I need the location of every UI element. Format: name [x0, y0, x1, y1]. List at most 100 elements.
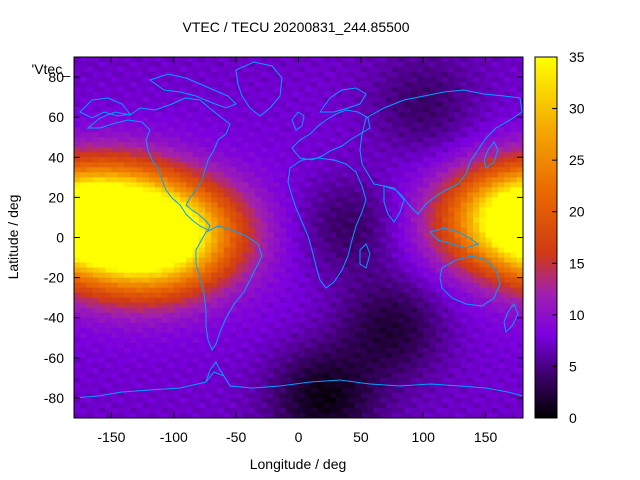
- heatmap-cell: [491, 72, 499, 78]
- heatmap-cell: [516, 137, 523, 143]
- heatmap-cell: [479, 117, 487, 123]
- heatmap-cell: [498, 282, 505, 289]
- heatmap-cell: [98, 182, 106, 188]
- heatmap-cell: [111, 92, 119, 98]
- heatmap-cell: [385, 317, 393, 324]
- heatmap-cell: [254, 387, 262, 394]
- heatmap-cell: [360, 132, 368, 138]
- heatmap-cell: [130, 247, 137, 254]
- heatmap-cell: [292, 167, 300, 173]
- heatmap-cell: [485, 347, 493, 354]
- heatmap-cell: [211, 82, 219, 88]
- heatmap-cell: [441, 242, 449, 249]
- heatmap-cell: [117, 327, 125, 334]
- heatmap-cell: [155, 267, 162, 274]
- heatmap-cell: [423, 82, 431, 88]
- heatmap-cell: [491, 372, 499, 379]
- heatmap-cell: [155, 72, 162, 78]
- heatmap-cell: [379, 117, 387, 123]
- heatmap-cell: [342, 177, 349, 183]
- heatmap-cell: [123, 202, 131, 209]
- heatmap-cell: [173, 297, 181, 304]
- heatmap-cell: [173, 272, 181, 279]
- heatmap-cell: [111, 187, 119, 193]
- heatmap-cell: [167, 122, 175, 128]
- heatmap-cell: [186, 122, 194, 128]
- heatmap-cell: [248, 367, 256, 374]
- heatmap-cell: [460, 272, 468, 279]
- heatmap-cell: [329, 347, 337, 354]
- heatmap-cell: [211, 162, 219, 168]
- heatmap-cell: [217, 187, 225, 193]
- heatmap-cell: [410, 122, 418, 128]
- heatmap-cell: [74, 392, 81, 399]
- heatmap-cell: [186, 207, 194, 214]
- heatmap-cell: [354, 212, 362, 219]
- heatmap-cell: [479, 262, 487, 269]
- heatmap-cell: [360, 297, 368, 304]
- heatmap-cell: [198, 342, 206, 349]
- heatmap-cell: [74, 367, 81, 374]
- heatmap-cell: [173, 357, 181, 364]
- heatmap-cell: [80, 232, 88, 239]
- heatmap-cell: [504, 162, 512, 168]
- heatmap-cell: [379, 132, 387, 138]
- heatmap-cell: [448, 337, 456, 344]
- heatmap-cell: [223, 302, 231, 309]
- heatmap-cell: [155, 147, 162, 153]
- heatmap-cell: [279, 392, 287, 399]
- heatmap-cell: [98, 252, 106, 259]
- heatmap-cell: [310, 312, 318, 319]
- heatmap-cell: [385, 62, 393, 68]
- heatmap-cell: [98, 97, 106, 103]
- heatmap-cell: [123, 392, 131, 399]
- heatmap-cell: [236, 72, 243, 78]
- heatmap-cell: [148, 337, 156, 344]
- heatmap-cell: [460, 117, 468, 123]
- heatmap-cell: [292, 222, 300, 229]
- heatmap-cell: [242, 312, 250, 319]
- heatmap-cell: [423, 312, 431, 319]
- heatmap-cell: [236, 67, 243, 73]
- heatmap-cell: [130, 347, 137, 354]
- heatmap-cell: [229, 242, 237, 249]
- heatmap-cell: [323, 217, 331, 224]
- heatmap-cell: [167, 342, 175, 349]
- heatmap-cell: [105, 82, 113, 88]
- heatmap-cell: [298, 117, 306, 123]
- heatmap-cell: [298, 107, 306, 113]
- heatmap-cell: [466, 172, 474, 178]
- heatmap-cell: [92, 357, 100, 364]
- heatmap-cell: [204, 197, 212, 203]
- heatmap-cell: [167, 107, 175, 113]
- heatmap-cell: [236, 177, 243, 183]
- heatmap-cell: [435, 57, 443, 63]
- heatmap-cell: [379, 137, 387, 143]
- heatmap-cell: [448, 182, 456, 188]
- heatmap-cell: [236, 382, 243, 389]
- heatmap-cell: [180, 267, 187, 274]
- heatmap-cell: [317, 357, 325, 364]
- heatmap-cell: [485, 112, 493, 118]
- heatmap-cell: [173, 82, 181, 88]
- heatmap-cell: [367, 182, 374, 188]
- heatmap-cell: [236, 322, 243, 329]
- heatmap-cell: [279, 292, 287, 299]
- heatmap-cell: [173, 397, 181, 404]
- heatmap-cell: [466, 347, 474, 354]
- heatmap-cell: [86, 97, 94, 103]
- heatmap-cell: [398, 397, 406, 404]
- heatmap-cell: [516, 87, 523, 93]
- heatmap-cell: [304, 62, 312, 68]
- heatmap-cell: [286, 137, 293, 143]
- heatmap-cell: [161, 232, 169, 239]
- heatmap-cell: [117, 312, 125, 319]
- heatmap-cell: [317, 352, 325, 359]
- heatmap-cell: [491, 202, 499, 209]
- heatmap-cell: [367, 77, 374, 83]
- heatmap-cell: [466, 357, 474, 364]
- heatmap-cell: [261, 97, 268, 103]
- heatmap-cell: [479, 267, 487, 274]
- heatmap-cell: [242, 287, 250, 294]
- heatmap-cell: [80, 397, 88, 404]
